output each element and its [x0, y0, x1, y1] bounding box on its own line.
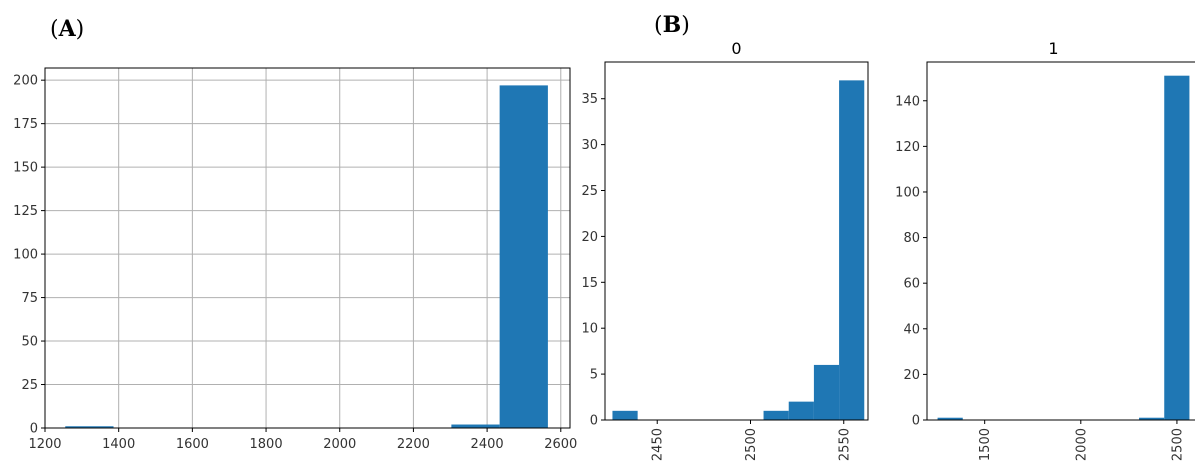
- y-tick-label: 0: [912, 414, 920, 429]
- histogram-bar: [763, 410, 789, 420]
- x-tick-label: 1800: [250, 437, 283, 452]
- y-tick-label: 150: [13, 161, 38, 176]
- x-tick-label: 1600: [176, 437, 209, 452]
- y-tick-label: 20: [581, 230, 598, 245]
- histogram-bar: [1164, 75, 1190, 421]
- y-tick-label: 0: [30, 422, 38, 437]
- histogram-bar: [1139, 417, 1165, 420]
- x-tick-label: 2200: [397, 437, 430, 452]
- histogram-bar: [839, 80, 865, 420]
- x-tick-label: 2000: [323, 437, 356, 452]
- histogram-bar: [813, 364, 840, 420]
- x-tick-label: 2500: [744, 428, 759, 461]
- histogram-bar: [788, 401, 814, 420]
- y-tick-label: 140: [895, 94, 920, 109]
- histogram-bar: [612, 410, 638, 420]
- x-tick-label: 2450: [651, 428, 666, 461]
- y-tick-label: 30: [581, 138, 598, 153]
- y-tick-label: 75: [21, 291, 38, 306]
- y-tick-label: 200: [13, 74, 38, 89]
- histogram-bar: [937, 417, 963, 420]
- y-tick-label: 0: [590, 414, 598, 429]
- x-tick-label: 2600: [544, 437, 577, 452]
- panel-label-b: (B): [654, 12, 690, 38]
- x-tick-label: 1400: [102, 437, 135, 452]
- y-tick-label: 35: [581, 92, 598, 107]
- y-tick-label: 20: [903, 368, 920, 383]
- y-tick-label: 120: [895, 140, 920, 155]
- y-tick-label: 60: [903, 277, 920, 292]
- y-tick-label: 50: [21, 335, 38, 350]
- y-tick-label: 40: [903, 322, 920, 337]
- axes-frame: [926, 61, 1195, 421]
- y-tick-label: 15: [581, 276, 598, 291]
- y-tick-label: 100: [13, 248, 38, 263]
- y-tick-label: 100: [895, 185, 920, 200]
- axes-frame: [44, 67, 571, 429]
- x-tick-label: 2400: [471, 437, 504, 452]
- y-tick-label: 80: [903, 231, 920, 246]
- chart-0: 0 25 50 75 100 125 150 175 200 1200 1400 1600 1800 20…: [13, 67, 577, 452]
- chart-1: 0 5 10 15 20 25 30 35 2450 2500 2550 0: [581, 39, 869, 461]
- histogram-bar: [499, 85, 548, 429]
- x-tick-label: 1500: [978, 428, 993, 461]
- histogram-bar: [451, 424, 500, 428]
- y-tick-label: 5: [590, 368, 598, 383]
- axes-frame: [604, 61, 869, 421]
- y-tick-label: 25: [581, 184, 598, 199]
- y-tick-label: 10: [581, 322, 598, 337]
- chart-title: 0: [731, 39, 741, 58]
- x-tick-label: 2500: [1170, 428, 1185, 461]
- panel-label-a: (A): [50, 16, 85, 42]
- chart-2: 0 20 40 60 80 100 120 140 1500 2000 2500 1: [895, 39, 1195, 461]
- chart-title: 1: [1048, 39, 1058, 58]
- y-tick-label: 175: [13, 117, 38, 132]
- y-tick-label: 25: [21, 378, 38, 393]
- y-tick-label: 125: [13, 204, 38, 219]
- x-tick-label: 2550: [837, 428, 852, 461]
- x-tick-label: 1200: [28, 437, 61, 452]
- histogram-bar: [65, 426, 114, 428]
- x-tick-label: 2000: [1074, 428, 1089, 461]
